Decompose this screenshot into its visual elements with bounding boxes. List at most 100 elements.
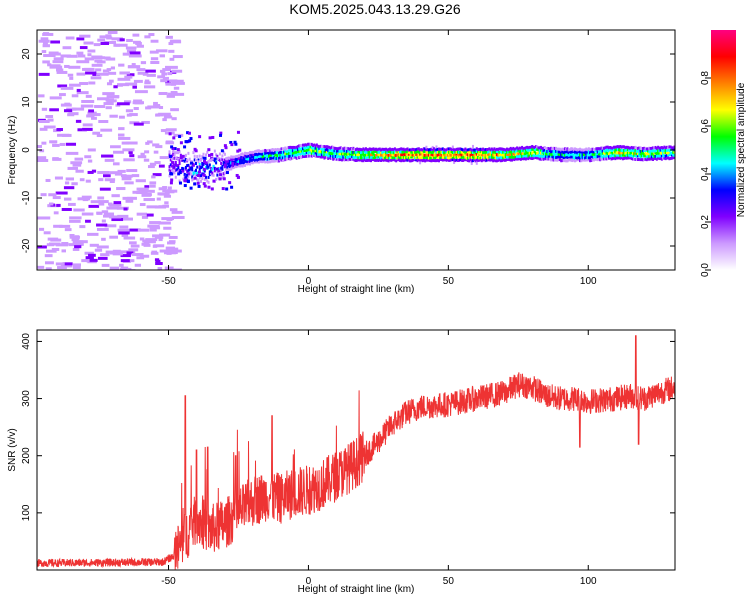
spectrogram-cell bbox=[543, 156, 546, 160]
spectrogram-cell bbox=[106, 206, 120, 210]
spectrogram-cell bbox=[380, 148, 383, 152]
spectrogram-cell bbox=[405, 152, 408, 156]
spectrogram-cell bbox=[558, 147, 561, 151]
spectrogram-cell bbox=[154, 161, 161, 165]
spectrogram-cell bbox=[165, 80, 171, 84]
spectrogram-cell bbox=[499, 153, 502, 157]
spectrogram-cell bbox=[254, 158, 257, 162]
spectrogram-cell bbox=[211, 167, 214, 171]
spectrogram-cell bbox=[634, 145, 637, 149]
spectrogram-cell bbox=[628, 156, 631, 160]
spectrogram-cell bbox=[416, 149, 419, 153]
spectrogram-cell bbox=[466, 156, 469, 160]
spectrogram-cell bbox=[308, 145, 311, 149]
spectrogram-cell bbox=[538, 148, 541, 152]
spectrogram-cell bbox=[169, 208, 178, 212]
spectrogram-cell bbox=[565, 147, 568, 151]
spectrogram-cell bbox=[230, 158, 233, 162]
spectrogram-cell bbox=[465, 148, 468, 152]
spectrogram-cell bbox=[120, 259, 130, 263]
spectrogram-cell bbox=[538, 157, 541, 161]
spectrogram-cell bbox=[93, 43, 101, 47]
spectrogram-cell bbox=[41, 50, 47, 54]
spectrogram-cell bbox=[240, 156, 243, 160]
spectrogram-cell bbox=[595, 157, 598, 161]
spectrogram-cell bbox=[257, 154, 260, 158]
spectrogram-cell bbox=[407, 156, 410, 160]
spectrogram-cell bbox=[76, 51, 84, 55]
spectrogram-cell bbox=[633, 157, 636, 161]
spectrogram-cell bbox=[99, 187, 111, 191]
spectrogram-cell bbox=[324, 150, 327, 154]
spectrogram-cell bbox=[109, 114, 118, 118]
spectrogram-cell bbox=[304, 148, 307, 152]
spectrogram-cell bbox=[419, 158, 422, 162]
spectrogram-cell bbox=[484, 153, 487, 157]
spectrogram-cell bbox=[165, 246, 175, 250]
spectrogram-cell bbox=[149, 226, 161, 230]
spectrogram-cell bbox=[224, 146, 228, 150]
spectrogram-cell bbox=[397, 153, 400, 157]
spectrogram-cell bbox=[103, 214, 110, 218]
spectrogram-cell bbox=[567, 158, 570, 162]
spectrogram-cell bbox=[405, 150, 408, 154]
spectrogram-cell bbox=[199, 166, 202, 170]
spectrogram-cell bbox=[623, 148, 626, 152]
spectrogram-cell bbox=[194, 158, 197, 162]
spectrogram-cell bbox=[240, 161, 243, 165]
spectrogram-cell bbox=[230, 163, 233, 167]
snr-series-line bbox=[37, 335, 675, 570]
spectrogram-cell bbox=[611, 146, 614, 150]
spectrogram-cell bbox=[580, 155, 583, 159]
spectrogram-cell bbox=[349, 155, 352, 159]
spectrogram-cell bbox=[555, 158, 558, 162]
spectrogram-cell bbox=[244, 158, 247, 162]
spectrogram-cell bbox=[264, 160, 267, 164]
spectrogram-cell bbox=[63, 197, 72, 201]
spectrogram-cell bbox=[318, 154, 321, 158]
spectrogram-cell bbox=[201, 177, 204, 181]
spectrogram-cell bbox=[653, 149, 656, 153]
spectrogram-cell bbox=[92, 131, 101, 135]
spectrogram-cell bbox=[415, 150, 418, 154]
spectrogram-cell bbox=[555, 155, 558, 159]
spectrogram-cell bbox=[411, 147, 414, 151]
spectrogram-cell bbox=[609, 154, 612, 158]
spectrogram-cell bbox=[348, 157, 351, 161]
spectrogram-cell bbox=[42, 44, 50, 48]
spectrogram-cell bbox=[158, 164, 165, 168]
spectrogram-cell bbox=[134, 263, 142, 267]
spectrogram-cell bbox=[102, 92, 115, 96]
x-tick-label: 50 bbox=[443, 276, 455, 287]
spectrogram-cell bbox=[613, 154, 616, 158]
spectrogram-cell bbox=[290, 154, 293, 158]
spectrogram-cell bbox=[188, 165, 191, 169]
spectrogram-cell bbox=[216, 154, 219, 158]
spectrogram-cell bbox=[391, 152, 394, 156]
spectrogram-cell bbox=[338, 150, 341, 154]
spectrogram-cell bbox=[187, 163, 190, 167]
spectrogram-cell bbox=[170, 172, 174, 176]
spectrogram-cell bbox=[543, 154, 546, 158]
spectrogram-cell bbox=[249, 157, 252, 161]
spectrogram-cell bbox=[322, 155, 325, 159]
spectrogram-cell bbox=[342, 155, 345, 159]
spectrogram-cell bbox=[601, 157, 604, 161]
spectrogram-cell bbox=[668, 150, 671, 154]
spectrogram-cell bbox=[361, 156, 364, 160]
spectrogram-cell bbox=[381, 158, 384, 162]
spectrogram-cell bbox=[237, 157, 240, 161]
spectrogram-cell bbox=[638, 157, 641, 161]
spectrogram-cell bbox=[64, 64, 70, 68]
spectrogram-cell bbox=[561, 152, 564, 156]
spectrogram-cell bbox=[126, 49, 137, 53]
spectrogram-cell bbox=[636, 149, 639, 153]
spectrogram-cell bbox=[137, 228, 150, 232]
spectrogram-cell bbox=[212, 173, 215, 177]
spectrogram-cell bbox=[56, 128, 63, 132]
spectrogram-cell bbox=[398, 147, 401, 151]
spectrogram-cell bbox=[439, 156, 442, 160]
spectrogram-cell bbox=[342, 147, 345, 151]
spectrogram-cell bbox=[67, 113, 75, 117]
spectrogram-cell bbox=[294, 150, 297, 154]
